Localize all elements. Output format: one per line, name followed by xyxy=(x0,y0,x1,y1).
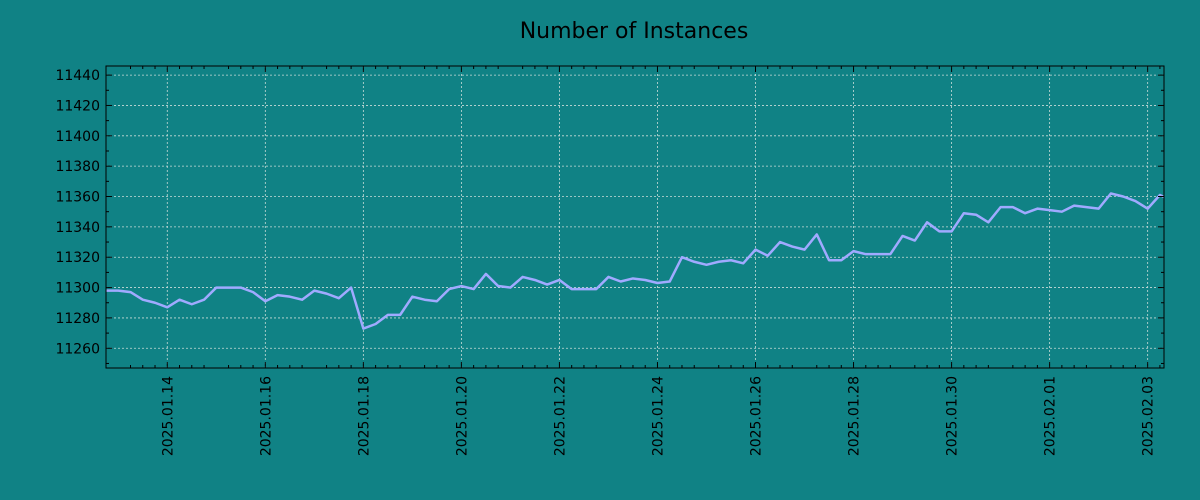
x-tick-label: 2025.01.14 xyxy=(160,376,176,456)
y-tick-label: 11380 xyxy=(55,159,100,175)
x-tick-label: 2025.01.20 xyxy=(454,376,470,456)
series-layer xyxy=(106,192,1164,330)
y-tick-label: 11360 xyxy=(55,190,100,206)
x-tick-label: 2025.01.18 xyxy=(356,376,372,456)
chart-title: Number of Instances xyxy=(520,19,749,44)
x-tick-label: 2025.01.16 xyxy=(258,376,274,456)
y-tick-label: 11420 xyxy=(55,98,100,114)
y-tick-label: 11400 xyxy=(55,129,100,145)
y-tick-label: 11340 xyxy=(55,220,100,236)
x-axis: 2025.01.14 2025.01.16 2025.01.18 2025.01.20… xyxy=(130,66,1161,456)
y-axis: 11260 11280 11300 11320 11340 11360 11380 11400… xyxy=(55,68,1164,364)
x-tick-label: 2025.01.30 xyxy=(945,376,961,456)
plot-frame xyxy=(105,65,1165,369)
x-tick-label: 2025.01.26 xyxy=(749,376,765,456)
y-tick-label: 11300 xyxy=(55,281,100,297)
x-tick-label: 2025.01.24 xyxy=(650,376,666,456)
x-tick-label: 2025.02.01 xyxy=(1043,376,1059,456)
x-tick-label: 2025.01.22 xyxy=(552,376,568,456)
y-tick-label: 11440 xyxy=(55,68,100,84)
y-tick-label: 11260 xyxy=(55,341,100,357)
y-tick-label: 11280 xyxy=(55,311,100,327)
y-tick-label: 11320 xyxy=(55,250,100,266)
x-tick-label: 2025.02.03 xyxy=(1141,376,1157,456)
series-line-0 xyxy=(106,192,1164,330)
x-tick-label: 2025.01.28 xyxy=(847,376,863,456)
grid-layer xyxy=(106,66,1164,368)
